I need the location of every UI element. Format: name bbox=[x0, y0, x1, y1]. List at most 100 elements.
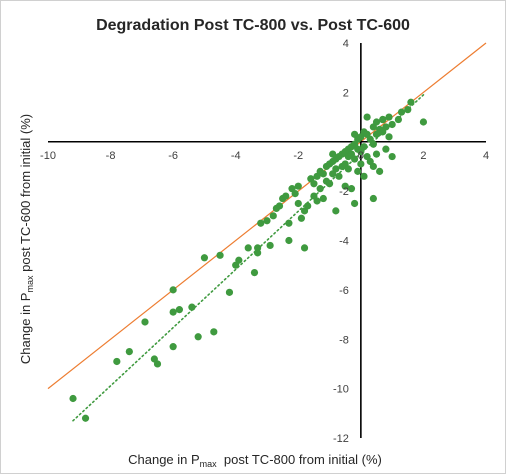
data-point-0-83 bbox=[360, 172, 368, 180]
data-point-0-25 bbox=[266, 241, 274, 250]
data-point-0-32 bbox=[285, 236, 293, 245]
data-point-0-36 bbox=[294, 199, 302, 208]
data-point-0-105 bbox=[388, 152, 396, 161]
data-point-0-102 bbox=[385, 113, 393, 121]
data-point-0-34 bbox=[291, 189, 299, 198]
data-point-0-58 bbox=[332, 207, 340, 215]
y-axis-label-sub: max bbox=[25, 275, 35, 293]
data-point-0-106 bbox=[394, 115, 402, 124]
data-point-0-24 bbox=[263, 217, 271, 225]
chart-title: Degradation Post TC-800 vs. Post TC-600 bbox=[96, 17, 410, 34]
data-point-0-23 bbox=[257, 219, 265, 227]
x-axis-label-prefix: Change in P bbox=[128, 452, 200, 467]
data-point-0-92 bbox=[369, 194, 377, 203]
data-point-0-60 bbox=[335, 172, 343, 180]
data-point-0-48 bbox=[319, 170, 327, 178]
x-tick-label: -10 bbox=[40, 150, 56, 162]
data-point-0-37 bbox=[297, 214, 306, 222]
data-point-0-103 bbox=[385, 133, 393, 141]
x-tick-label: 4 bbox=[483, 150, 489, 162]
data-point-0-31 bbox=[285, 219, 293, 227]
data-point-0-111 bbox=[379, 115, 387, 124]
y-axis-label-prefix: Change in P bbox=[18, 293, 33, 365]
data-point-0-93 bbox=[372, 118, 381, 126]
data-points-layer bbox=[69, 98, 428, 422]
x-tick-label: 0 bbox=[358, 150, 364, 162]
data-point-0-20 bbox=[250, 268, 259, 277]
reference-line bbox=[47, 42, 487, 390]
data-point-0-28 bbox=[275, 202, 284, 210]
data-point-0-109 bbox=[407, 98, 415, 106]
x-axis-label: Change in Pmax post TC-800 from initial … bbox=[128, 452, 382, 469]
data-point-0-0 bbox=[69, 394, 77, 403]
data-point-0-108 bbox=[404, 106, 412, 114]
data-point-0-84 bbox=[363, 113, 371, 121]
data-point-0-7 bbox=[169, 286, 177, 294]
data-point-0-112 bbox=[351, 130, 359, 138]
y-tick-label: -8 bbox=[339, 334, 349, 346]
x-tick-labels: -10 -8 -6 -4 -2 0 2 4 bbox=[40, 150, 489, 162]
data-point-0-26 bbox=[269, 212, 277, 220]
trendline bbox=[72, 94, 425, 422]
data-point-0-97 bbox=[376, 167, 384, 175]
data-point-0-39 bbox=[300, 244, 309, 252]
data-point-0-21 bbox=[254, 244, 262, 252]
data-point-0-74 bbox=[351, 199, 359, 208]
y-tick-label: 4 bbox=[343, 38, 349, 50]
y-tick-label: -10 bbox=[333, 384, 349, 396]
data-point-0-6 bbox=[153, 360, 162, 368]
data-point-0-35 bbox=[294, 182, 302, 190]
data-point-0-73 bbox=[351, 155, 359, 163]
data-point-0-53 bbox=[325, 180, 334, 188]
trendline-layer bbox=[72, 94, 425, 422]
data-point-0-71 bbox=[347, 185, 356, 193]
data-point-0-90 bbox=[369, 140, 377, 148]
y-tick-label: -2 bbox=[339, 186, 349, 198]
y-tick-label: 2 bbox=[343, 87, 349, 99]
data-point-0-22 bbox=[254, 249, 262, 257]
data-point-0-68 bbox=[344, 165, 352, 173]
data-point-0-49 bbox=[319, 194, 327, 203]
y-axis-label-suffix: post TC-600 from initial (%) bbox=[18, 114, 33, 276]
data-point-0-95 bbox=[372, 150, 381, 158]
y-tick-labels: -12 -10 -8 -6 -4 -2 2 4 bbox=[333, 38, 349, 445]
axes-layer bbox=[48, 43, 486, 438]
data-point-0-107 bbox=[397, 108, 406, 116]
data-point-0-91 bbox=[369, 162, 377, 171]
data-point-0-15 bbox=[216, 251, 224, 259]
data-point-0-80 bbox=[357, 160, 365, 168]
y-axis-label: Change in Pmax post TC-600 from initial … bbox=[18, 114, 35, 364]
data-point-0-57 bbox=[332, 165, 340, 173]
y-tick-label: -6 bbox=[339, 285, 349, 297]
data-point-0-45 bbox=[313, 197, 321, 205]
x-tick-label: -6 bbox=[168, 150, 178, 162]
data-point-0-13 bbox=[200, 254, 209, 262]
data-point-0-12 bbox=[194, 333, 202, 341]
x-axis-label-suffix: post TC-800 from initial (%) bbox=[217, 452, 382, 467]
data-point-0-16 bbox=[225, 288, 234, 296]
data-point-0-104 bbox=[388, 120, 396, 129]
x-tick-label: -8 bbox=[106, 150, 116, 162]
data-point-0-1 bbox=[81, 414, 90, 422]
data-point-0-18 bbox=[235, 256, 243, 264]
data-point-0-47 bbox=[316, 185, 324, 193]
data-point-0-100 bbox=[382, 123, 390, 131]
data-point-0-14 bbox=[210, 328, 218, 336]
data-point-0-9 bbox=[169, 343, 177, 351]
x-axis-label-sub: max bbox=[200, 459, 218, 469]
data-point-0-42 bbox=[310, 180, 318, 188]
data-point-0-2 bbox=[113, 357, 121, 366]
x-tick-label: -4 bbox=[231, 150, 241, 162]
data-point-0-11 bbox=[188, 303, 196, 311]
y-tick-label: -4 bbox=[339, 236, 349, 248]
data-point-0-40 bbox=[304, 202, 312, 210]
data-point-0-82 bbox=[360, 143, 368, 151]
data-point-0-4 bbox=[141, 318, 149, 326]
x-tick-label: -2 bbox=[293, 150, 303, 162]
data-point-0-8 bbox=[169, 308, 177, 316]
data-point-0-110 bbox=[419, 118, 428, 126]
data-point-0-30 bbox=[282, 192, 290, 200]
data-point-0-101 bbox=[382, 145, 390, 153]
